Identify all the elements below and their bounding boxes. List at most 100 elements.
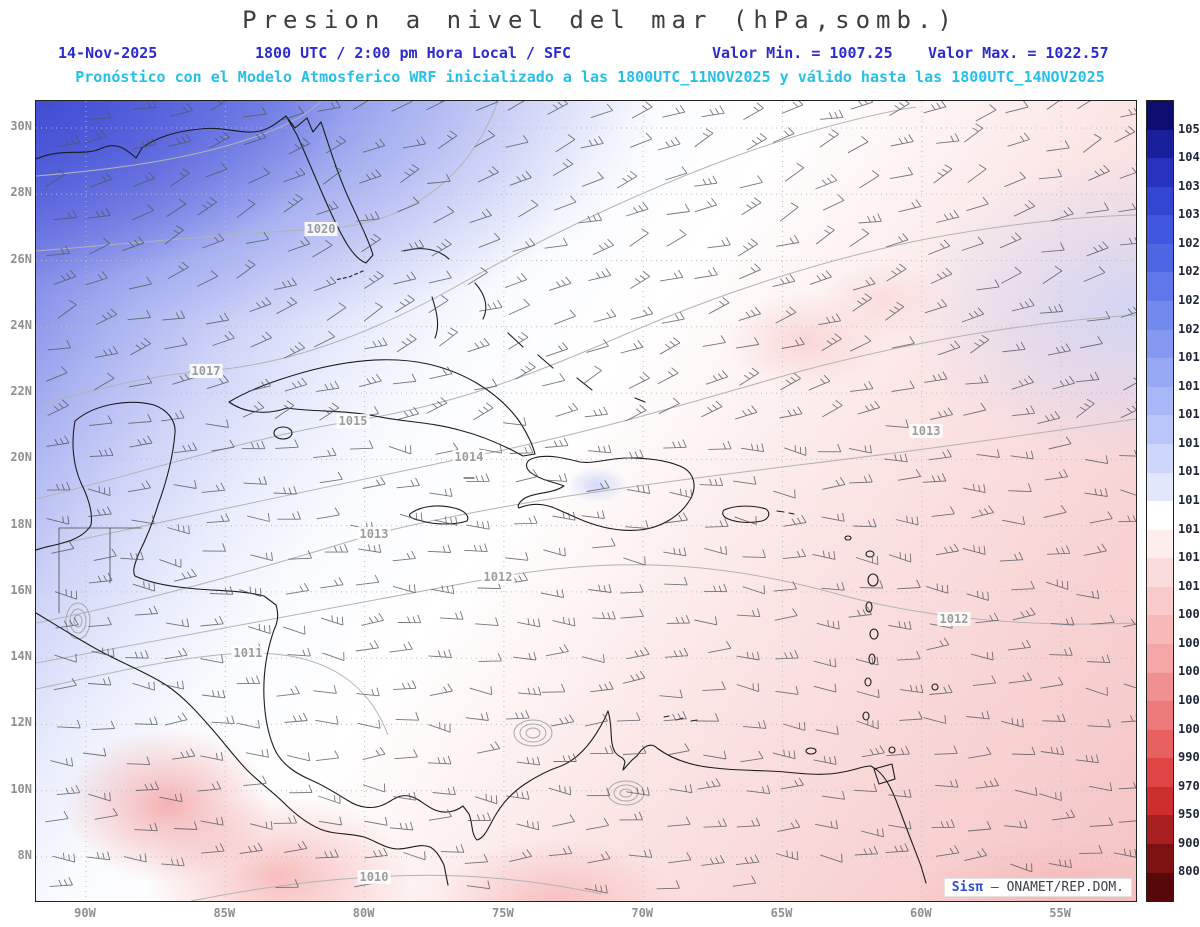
- lat-label: 8N: [17, 847, 32, 862]
- colorbar-label: 1008: [1178, 607, 1200, 622]
- lon-label: 65W: [770, 906, 793, 920]
- lat-label: 30N: [10, 119, 32, 133]
- colorbar-label: 1040: [1178, 150, 1200, 165]
- colorbar-segment: [1147, 129, 1173, 159]
- colorbar-label: 1019: [1178, 350, 1200, 365]
- colorbar-label: 1000: [1178, 721, 1200, 736]
- contour-label: 1013: [909, 424, 943, 438]
- colorbar-label: 1006: [1178, 635, 1200, 650]
- colorbar-segment: [1147, 844, 1173, 873]
- colorbar-label: 1020: [1178, 321, 1200, 336]
- colorbar-label: 1015: [1178, 464, 1200, 479]
- colorbar-label: 950: [1178, 807, 1200, 822]
- colorbar-label: 1013: [1178, 521, 1200, 536]
- colorbar-label: 1016: [1178, 435, 1200, 450]
- contour-label: 1012: [937, 612, 971, 626]
- forecast-line: Pronóstico con el Modelo Atmosferico WRF…: [75, 68, 1105, 86]
- contour-label: 1011: [231, 646, 265, 660]
- colorbar-segment: [1147, 329, 1173, 359]
- colorbar-segment: [1147, 301, 1173, 330]
- colorbar-label: 970: [1178, 778, 1200, 793]
- lat-label: 22N: [10, 384, 32, 399]
- lat-label: 12N: [10, 715, 32, 730]
- header-max-value: Valor Max. = 1022.57: [928, 44, 1109, 62]
- watermark: Sisπ – ONAMET/REP.DOM.: [943, 878, 1132, 897]
- colorbar-segment: [1147, 472, 1173, 502]
- contour-label: 1014: [452, 450, 486, 464]
- page-title: Presion a nivel del mar (hPa,somb.): [242, 6, 958, 34]
- colorbar-segment: [1147, 386, 1173, 416]
- colorbar-label: 800: [1178, 864, 1200, 879]
- lon-label: 80W: [352, 906, 375, 920]
- lon-label: 75W: [492, 906, 514, 920]
- contour-label: 1020: [304, 222, 338, 236]
- wind-barbs: [43, 101, 1136, 894]
- contour-label: 1010: [357, 870, 391, 884]
- lat-label: 28N: [10, 185, 32, 200]
- colorbar-label: 1002: [1178, 693, 1200, 707]
- colorbar-label: 1010: [1178, 578, 1200, 593]
- colorbar-segment: [1147, 215, 1173, 244]
- colorbar-segment: [1147, 243, 1173, 273]
- watermark-text: – ONAMET/REP.DOM.: [983, 880, 1124, 895]
- colorbar-segment: [1147, 558, 1173, 587]
- colorbar-segment: [1147, 443, 1173, 473]
- colorbar-segment: [1147, 786, 1173, 816]
- contour-label: 1017: [189, 364, 223, 378]
- lon-label: 85W: [213, 906, 236, 920]
- lon-label: 55W: [1049, 906, 1071, 920]
- lon-label: 60W: [909, 906, 932, 920]
- lat-label: 18N: [10, 516, 32, 531]
- colorbar-label: 900: [1178, 835, 1200, 850]
- colorbar-label: 1035: [1178, 178, 1200, 193]
- colorbar-segment: [1147, 272, 1173, 302]
- colorbar-segment: [1147, 186, 1173, 216]
- lat-label: 14N: [10, 649, 32, 664]
- watermark-brand: Sisπ: [951, 880, 984, 895]
- pressure-contours: [36, 101, 1136, 901]
- contour-label: 1015: [336, 414, 370, 428]
- colorbar-label: 1017: [1178, 407, 1200, 422]
- colorbar-segment: [1147, 872, 1173, 902]
- colorbar-segment: [1147, 358, 1173, 387]
- colorbar-segment: [1147, 643, 1173, 673]
- header-date: 14-Nov-2025: [58, 44, 158, 62]
- colorbar: [1146, 100, 1174, 902]
- lon-label: 70W: [631, 906, 654, 920]
- colorbar-segment: [1147, 729, 1173, 759]
- contour-label: 1012: [481, 570, 515, 584]
- grid-lines: [36, 101, 1136, 901]
- lat-label: 10N: [10, 781, 32, 796]
- colorbar-segment: [1147, 615, 1173, 644]
- colorbar-segment: [1147, 158, 1173, 187]
- lat-label: 20N: [10, 450, 32, 465]
- colorbar-label: 1004: [1178, 664, 1200, 679]
- colorbar-label: 1012: [1178, 550, 1200, 565]
- contour-label: 1013: [357, 527, 391, 541]
- map: Sisπ – ONAMET/REP.DOM. 1020 1017 1015 1014 1…: [35, 100, 1137, 902]
- lat-label: 24N: [10, 317, 32, 332]
- colorbar-label: 1028: [1178, 235, 1200, 250]
- colorbar-segment: [1147, 701, 1173, 730]
- colorbar-segment: [1147, 501, 1173, 530]
- colorbar-label: 1014: [1178, 493, 1200, 507]
- colorbar-segment: [1147, 415, 1173, 444]
- colorbar-segment: [1147, 529, 1173, 559]
- header-min-value: Valor Min. = 1007.25: [712, 44, 893, 62]
- colorbar-label: 1022: [1178, 293, 1200, 307]
- colorbar-label: 1025: [1178, 264, 1200, 279]
- colorbar-label: 1050: [1178, 121, 1200, 136]
- colorbar-segment: [1147, 758, 1173, 787]
- lat-label: 16N: [10, 582, 32, 597]
- header-valid-time: 1800 UTC / 2:00 pm Hora Local / SFC: [255, 44, 572, 62]
- colorbar-segment: [1147, 672, 1173, 702]
- colorbar-segment: [1147, 586, 1173, 616]
- coastlines: [36, 115, 939, 886]
- lat-label: 26N: [10, 251, 32, 266]
- colorbar-segment: [1147, 815, 1173, 845]
- lon-label: 90W: [74, 906, 96, 920]
- colorbar-label: 990: [1178, 750, 1200, 765]
- map-overlay-svg: [36, 101, 1136, 901]
